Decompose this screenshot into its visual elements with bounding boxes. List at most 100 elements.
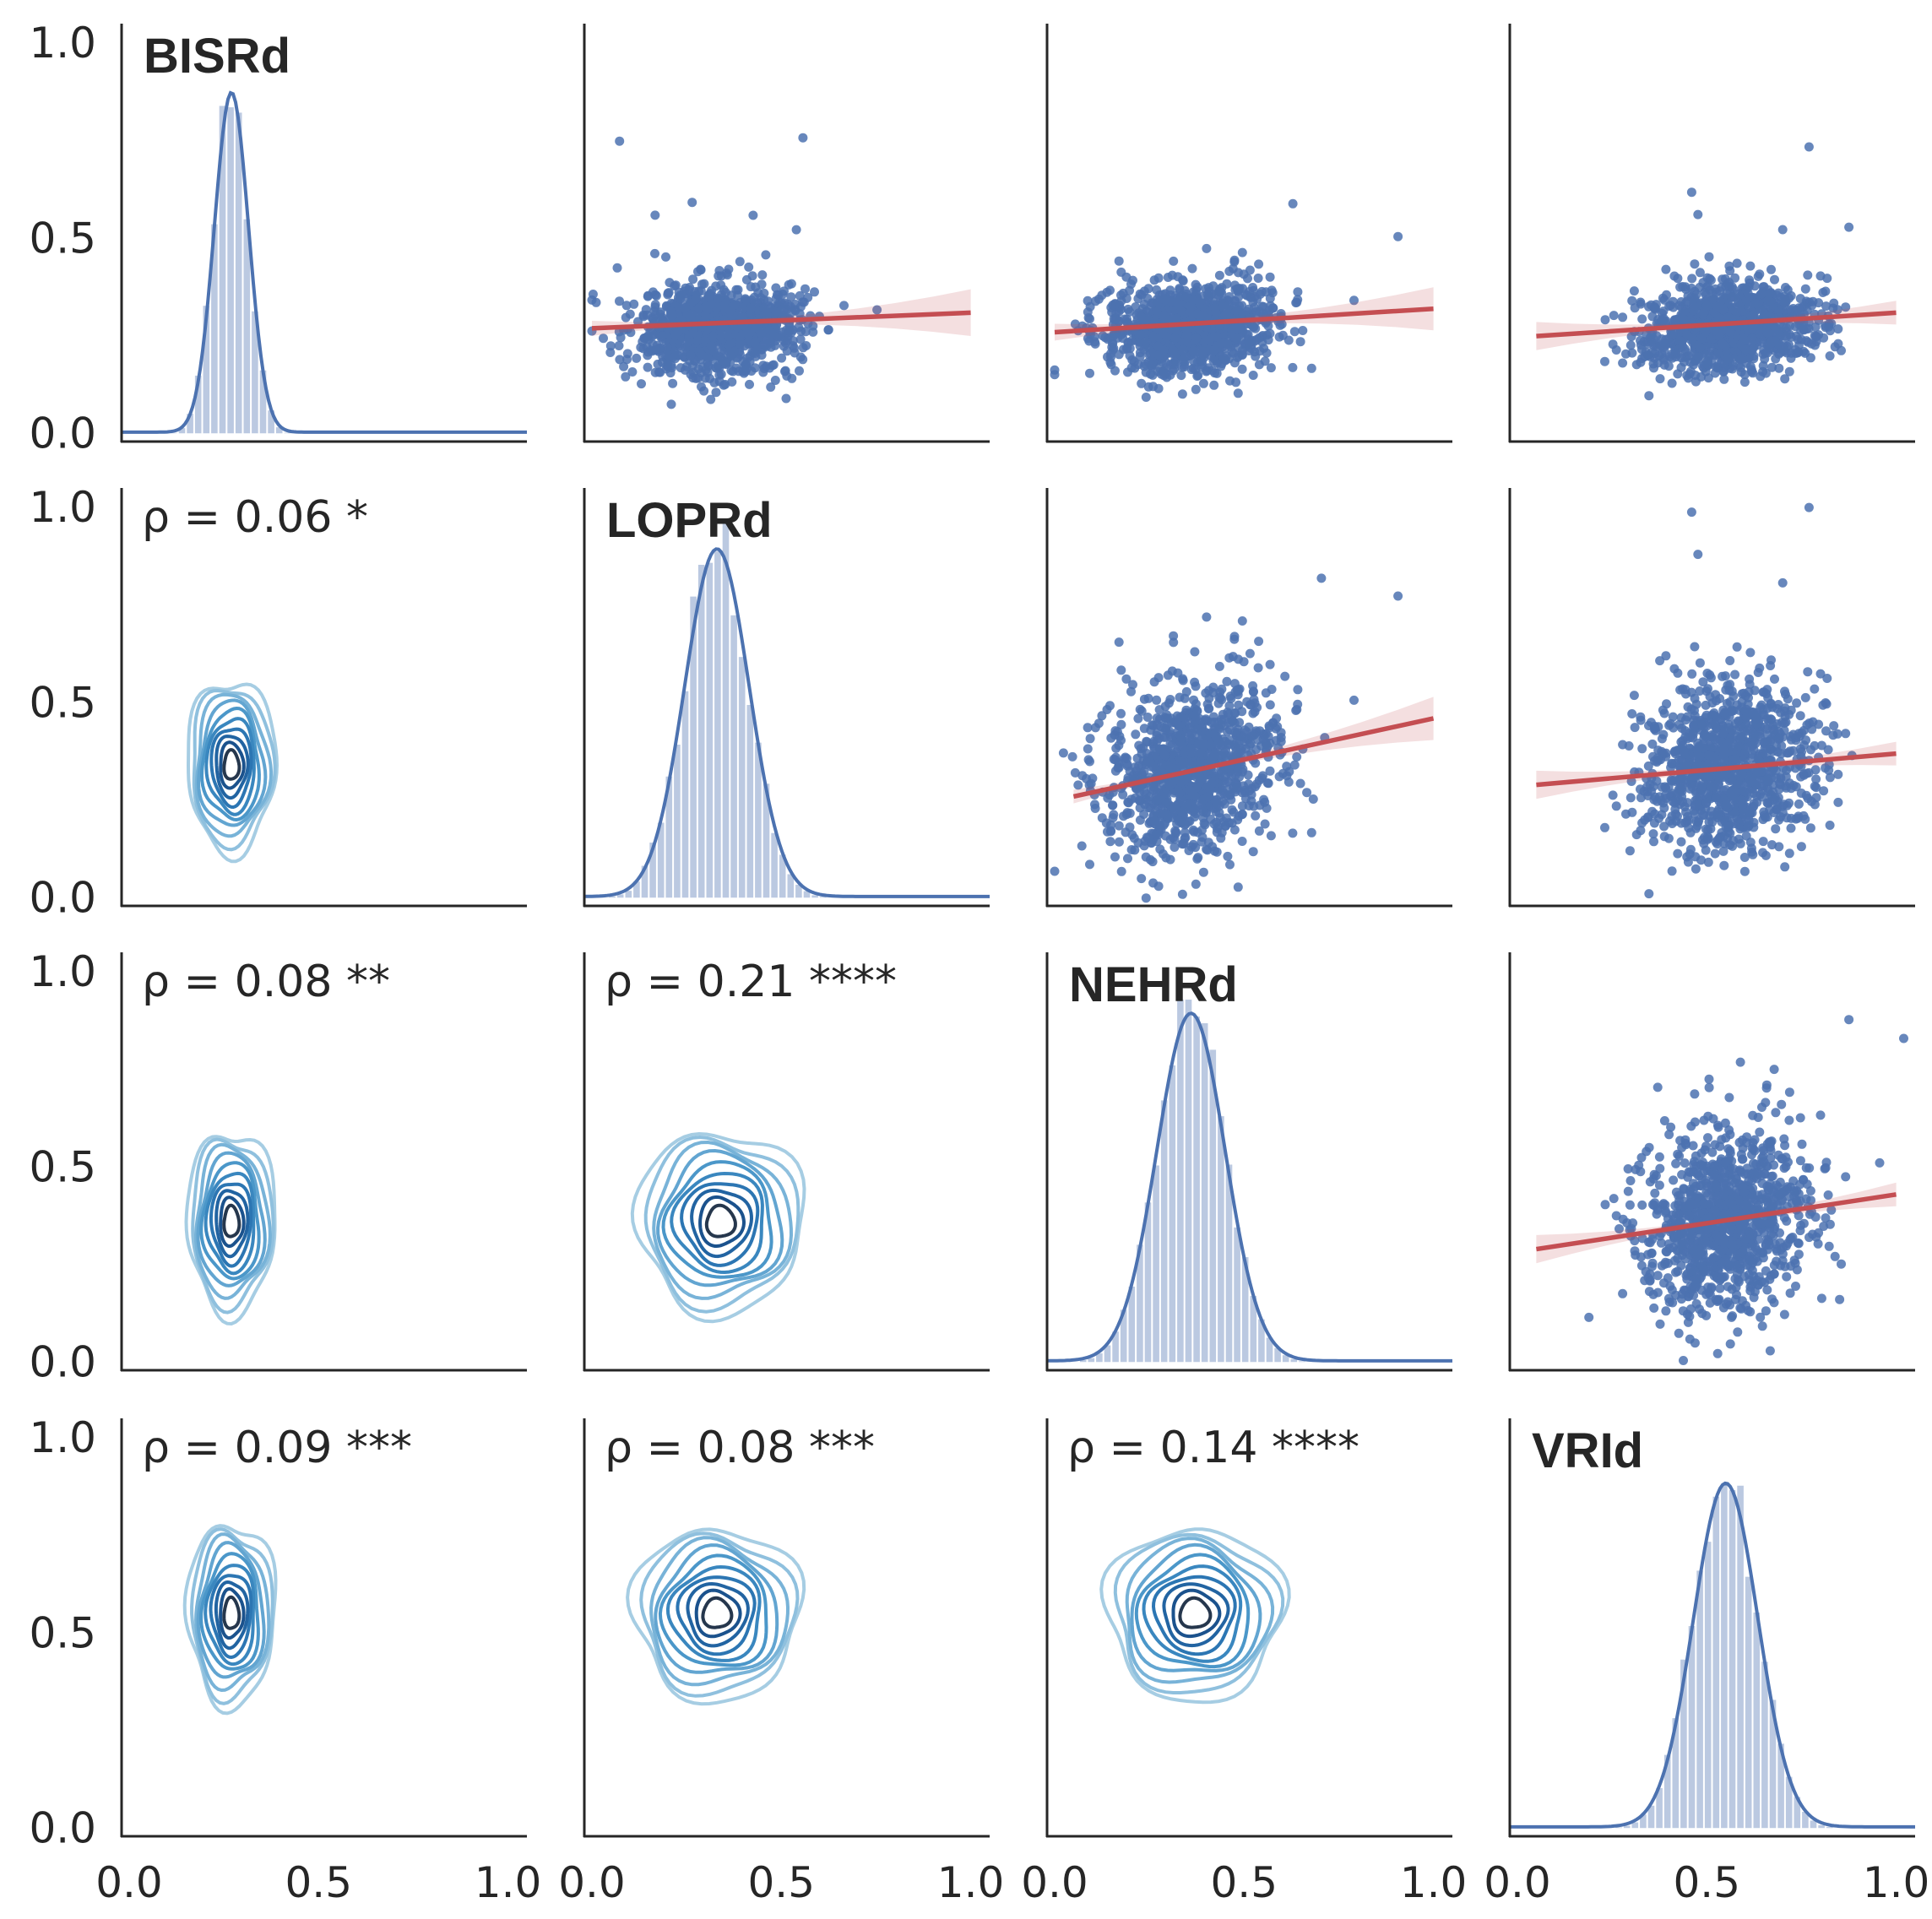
regression-line xyxy=(591,310,971,331)
variable-label: LOPRd xyxy=(606,493,773,548)
scatter-point xyxy=(1155,744,1164,754)
scatter-point xyxy=(1725,266,1735,276)
scatter-point xyxy=(1146,301,1156,311)
scatter-point xyxy=(1735,355,1745,365)
scatter-point xyxy=(1393,231,1403,241)
scatter-point xyxy=(1248,680,1258,691)
scatter-point xyxy=(1695,268,1705,278)
scatter-point xyxy=(1102,287,1112,297)
scatter-point xyxy=(1793,348,1803,358)
scatter-point xyxy=(1164,698,1174,708)
scatter-point xyxy=(711,388,721,398)
scatter-point xyxy=(1648,333,1658,344)
scatter-point xyxy=(688,274,698,285)
scatter-point xyxy=(773,307,783,317)
scatter-point xyxy=(1083,744,1093,754)
scatter-point xyxy=(1231,333,1241,343)
scatter-point xyxy=(1173,726,1183,736)
y-tick-label: 0.0 xyxy=(29,874,96,923)
scatter-point xyxy=(1743,289,1753,298)
scatter-point xyxy=(1141,789,1151,800)
scatter-point xyxy=(1177,889,1187,899)
scatter-point xyxy=(1818,288,1828,297)
scatter-point xyxy=(614,341,624,350)
scatter-point xyxy=(1678,282,1688,291)
scatter-point xyxy=(1600,356,1609,366)
scatter-point xyxy=(670,330,681,340)
scatter-point xyxy=(759,303,769,313)
scatter-point xyxy=(1266,831,1276,841)
scatter-point xyxy=(1198,867,1208,877)
scatter-point xyxy=(1233,388,1243,398)
scatter-point xyxy=(1202,792,1213,802)
scatter-point xyxy=(1254,826,1264,836)
scatter-point xyxy=(786,292,796,302)
scatter-point xyxy=(1676,353,1686,363)
scatter-point xyxy=(1208,688,1218,697)
scatter-point xyxy=(1278,330,1288,340)
scatter-point xyxy=(1114,837,1124,847)
scatter-point xyxy=(1289,327,1300,337)
scatter-point xyxy=(1237,616,1247,626)
scatter-point xyxy=(1132,753,1142,763)
scatter-point xyxy=(771,283,781,293)
scatter-point xyxy=(588,290,598,299)
scatter-point xyxy=(1191,279,1201,290)
hist-bar xyxy=(705,561,714,899)
scatter-point xyxy=(1770,274,1779,285)
scatter-point xyxy=(1248,371,1258,380)
scatter-point xyxy=(1185,785,1195,794)
scatter-point xyxy=(766,382,776,392)
scatter-point xyxy=(662,343,672,353)
scatter-point xyxy=(1719,860,1729,870)
scatter-point xyxy=(1265,328,1275,339)
scatter-point xyxy=(1608,790,1618,800)
scatter-point xyxy=(1176,778,1186,788)
scatter-point xyxy=(1131,729,1141,740)
scatter-point xyxy=(1693,209,1703,220)
panel-r0-c2 xyxy=(1045,24,1452,443)
scatter-point xyxy=(1704,351,1714,361)
scatter-point xyxy=(1094,718,1104,729)
scatter-point xyxy=(691,294,701,304)
scatter-point xyxy=(650,300,660,310)
hist-bar xyxy=(218,105,227,435)
scatter-point xyxy=(1211,731,1221,741)
scatter-point xyxy=(1718,671,1728,681)
scatter-point xyxy=(1214,270,1224,280)
scatter-point xyxy=(1137,378,1147,388)
scatter-point xyxy=(1209,380,1219,390)
scatter-point xyxy=(1265,700,1275,710)
scatter-point xyxy=(1254,360,1264,370)
scatter-point xyxy=(1766,264,1776,274)
scatter-point xyxy=(1126,363,1137,373)
scatter-point xyxy=(621,301,632,311)
scatter-point xyxy=(1113,763,1123,772)
scatter-point xyxy=(1306,363,1316,373)
scatter-point xyxy=(1625,793,1636,803)
scatter-point xyxy=(1730,669,1740,680)
scatter-point xyxy=(1225,859,1235,870)
scatter-point xyxy=(703,323,713,333)
y-tick-label: 0.5 xyxy=(29,214,96,263)
scatter-point xyxy=(1185,718,1195,729)
hist-bar xyxy=(770,832,779,899)
scatter-point xyxy=(1217,684,1227,694)
scatter-point xyxy=(738,303,748,313)
scatter-point xyxy=(1195,777,1205,787)
scatter-point xyxy=(1824,765,1834,775)
scatter-point xyxy=(1712,301,1721,312)
scatter-point xyxy=(1213,698,1224,708)
scatter-point xyxy=(1714,328,1724,339)
scatter-point xyxy=(1229,634,1240,644)
scatter-point xyxy=(1168,345,1178,355)
scatter-point xyxy=(714,370,724,380)
scatter-point xyxy=(1695,658,1705,668)
scatter-point xyxy=(699,386,709,396)
scatter-point xyxy=(1231,738,1241,748)
scatter-point xyxy=(1240,725,1250,735)
scatter-point xyxy=(1128,275,1137,285)
scatter-point xyxy=(1097,813,1107,823)
density-contour xyxy=(222,748,242,781)
scatter-point xyxy=(1191,333,1202,344)
